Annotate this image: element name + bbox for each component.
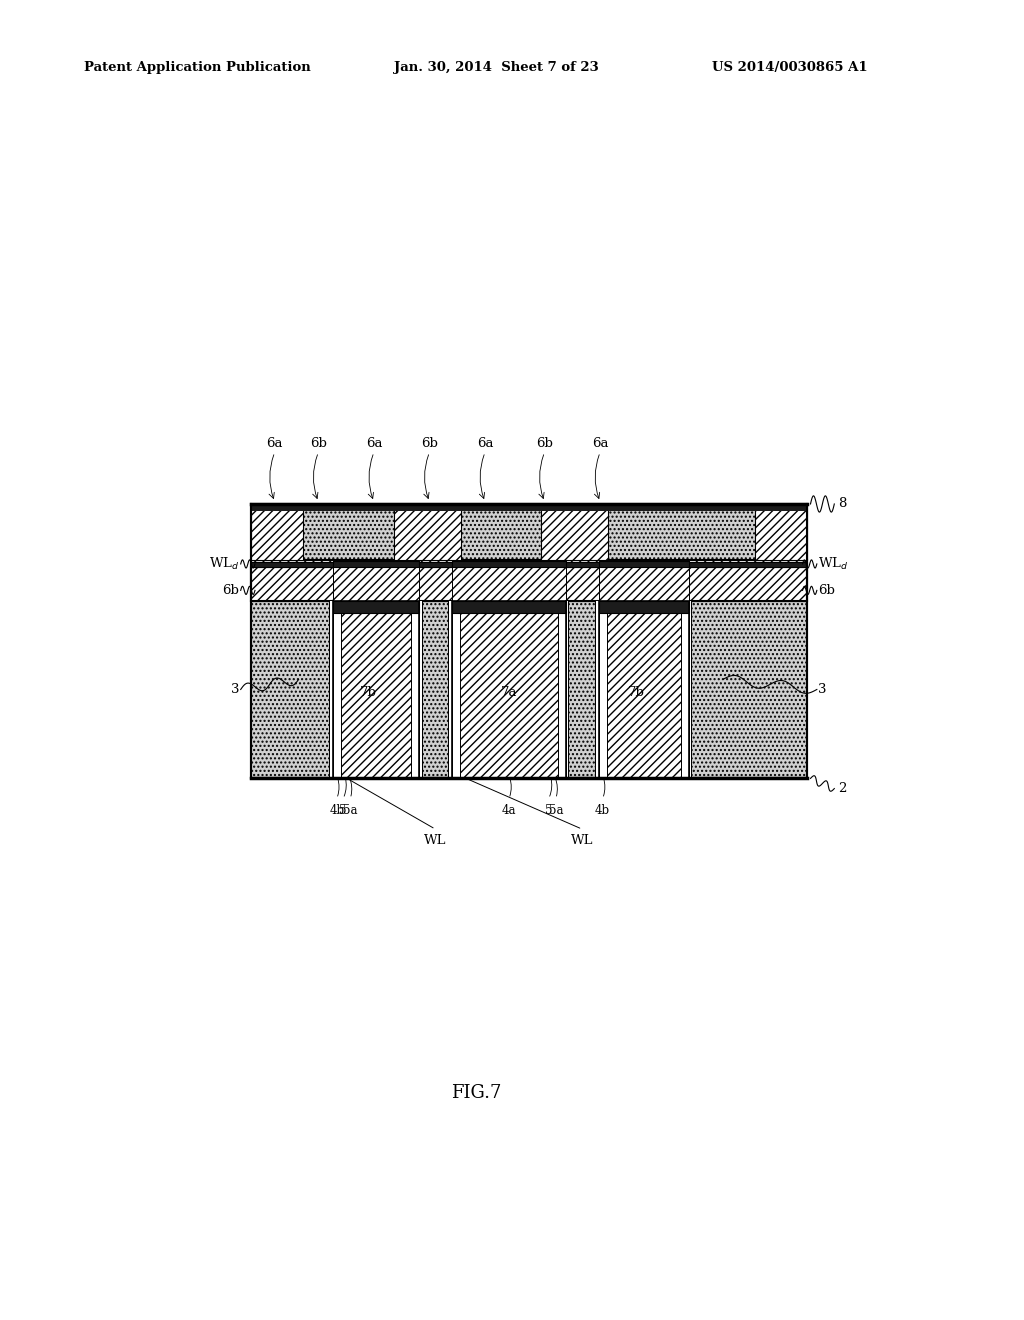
Bar <box>450 601 568 779</box>
Bar <box>541 504 608 560</box>
Text: Patent Application Publication: Patent Application Publication <box>84 61 310 74</box>
Bar <box>681 601 689 779</box>
Bar <box>251 562 807 568</box>
Text: 4b: 4b <box>329 804 344 817</box>
Bar <box>251 504 807 511</box>
Text: 5: 5 <box>339 804 347 817</box>
Text: WL: WL <box>571 834 594 847</box>
Text: 3: 3 <box>818 682 827 696</box>
Bar <box>251 504 807 560</box>
Bar <box>251 560 807 601</box>
Text: 6a: 6a <box>592 437 608 450</box>
Bar <box>333 601 341 779</box>
Text: 6b: 6b <box>818 583 836 597</box>
Bar <box>394 504 461 560</box>
Text: 5: 5 <box>545 804 552 817</box>
Bar <box>599 568 689 601</box>
Bar <box>341 601 412 779</box>
Text: 7b: 7b <box>628 685 644 698</box>
Bar <box>251 568 807 601</box>
Bar <box>331 601 422 779</box>
Bar <box>606 601 681 779</box>
Text: 7a: 7a <box>501 685 517 698</box>
Text: 6b: 6b <box>421 437 438 450</box>
Bar <box>251 601 331 779</box>
Text: 6b: 6b <box>537 437 553 450</box>
Bar <box>599 560 689 601</box>
Bar <box>596 601 691 779</box>
Bar <box>599 601 689 612</box>
Text: WL: WL <box>424 834 446 847</box>
Bar <box>333 601 419 612</box>
Text: 5a: 5a <box>549 804 563 817</box>
Bar <box>333 561 419 568</box>
Bar <box>452 560 566 601</box>
Bar <box>452 601 460 779</box>
Text: Jan. 30, 2014  Sheet 7 of 23: Jan. 30, 2014 Sheet 7 of 23 <box>394 61 599 74</box>
Bar <box>333 560 419 601</box>
Text: FIG.7: FIG.7 <box>451 1084 501 1102</box>
Bar <box>412 601 419 779</box>
Bar <box>333 568 419 601</box>
Text: WL$_d$: WL$_d$ <box>818 556 849 572</box>
Bar <box>599 601 606 779</box>
Bar <box>599 601 689 779</box>
Text: 7b: 7b <box>359 685 377 698</box>
Text: 6b: 6b <box>222 583 240 597</box>
Bar <box>558 601 566 779</box>
Bar <box>422 601 450 779</box>
Text: 4a: 4a <box>502 804 516 817</box>
Text: 8: 8 <box>839 498 847 511</box>
Text: 6b: 6b <box>310 437 327 450</box>
Bar <box>251 504 303 560</box>
Bar <box>452 561 566 568</box>
Text: 3: 3 <box>230 682 240 696</box>
Text: 5a: 5a <box>343 804 357 817</box>
Bar <box>452 601 566 612</box>
Bar <box>599 561 689 568</box>
Text: 6a: 6a <box>477 437 494 450</box>
Text: 4b: 4b <box>595 804 610 817</box>
Text: 2: 2 <box>839 781 847 795</box>
Bar <box>755 504 807 560</box>
Bar <box>691 601 807 779</box>
Bar <box>568 601 596 779</box>
Bar <box>452 568 566 601</box>
Text: 6a: 6a <box>366 437 382 450</box>
Bar <box>452 601 566 779</box>
Text: WL$_d$: WL$_d$ <box>209 556 240 572</box>
Bar <box>333 601 419 779</box>
Text: US 2014/0030865 A1: US 2014/0030865 A1 <box>712 61 867 74</box>
Text: 6a: 6a <box>266 437 283 450</box>
Bar <box>460 601 558 779</box>
